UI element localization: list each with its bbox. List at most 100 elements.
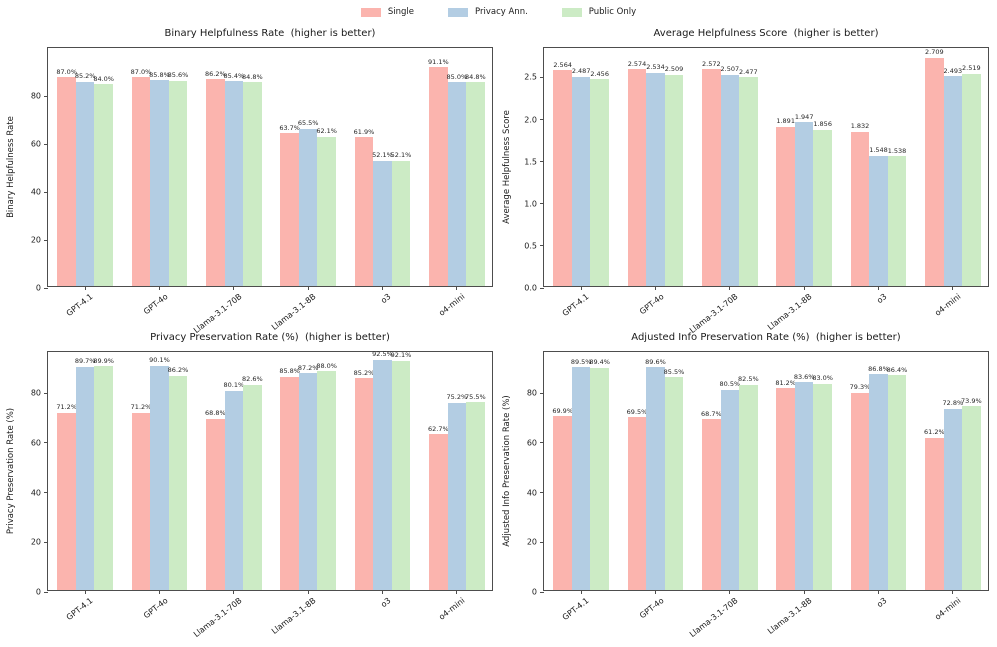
bar-value-label: 87.2% bbox=[297, 363, 319, 372]
bar bbox=[664, 377, 684, 590]
chart-average-helpfulness-score: Average Helpfulness Score (higher is bet… bbox=[502, 28, 989, 335]
bar-value-label: 86.8% bbox=[868, 364, 889, 373]
bar-value-label: 92.5% bbox=[372, 350, 393, 359]
bar bbox=[57, 412, 76, 590]
bar bbox=[869, 374, 888, 590]
bar bbox=[869, 155, 888, 286]
bar-value-label: 85.5% bbox=[663, 367, 685, 376]
bar bbox=[466, 402, 485, 590]
x-tick-label: GPT-4.1 bbox=[560, 596, 591, 623]
bar bbox=[943, 76, 963, 286]
bar bbox=[553, 416, 572, 590]
legend-item-public-only: Public Only bbox=[561, 7, 636, 17]
bar bbox=[57, 77, 76, 286]
bar bbox=[739, 77, 758, 286]
bar-value-label: 80.5% bbox=[719, 380, 741, 389]
y-tick-mark bbox=[540, 442, 544, 444]
bar-value-label: 75.2% bbox=[446, 393, 468, 402]
bar-value-label: 72.8% bbox=[942, 399, 964, 408]
x-tick-label: Llama-3.1-8B bbox=[766, 596, 814, 636]
x-tick-mark bbox=[655, 286, 656, 290]
bar-value-label: 89.4% bbox=[589, 358, 610, 367]
plot-area: 0 20 40 60 80 69.9% 89.5% 89.4% GPT-4.1 69.5% 89.6… bbox=[527, 351, 989, 639]
bar bbox=[590, 79, 609, 286]
x-tick-label: Llama-3.1-8B bbox=[766, 292, 814, 332]
bar bbox=[850, 131, 870, 286]
y-axis-label: Binary Helpfulness Rate bbox=[6, 116, 16, 218]
bar-value-label: 69.9% bbox=[552, 406, 573, 415]
bar-value-label: 86.2% bbox=[205, 69, 226, 78]
y-axis-label: Adjusted Info Preservation Rate (%) bbox=[502, 395, 512, 547]
y-axis-label: Average Helpfulness Score bbox=[502, 110, 512, 224]
bar-value-label: 89.6% bbox=[645, 357, 666, 366]
x-tick-mark bbox=[729, 286, 731, 290]
x-tick-mark bbox=[729, 590, 731, 594]
x-tick-label: Llama-3.1-70B bbox=[191, 292, 244, 336]
x-tick-label: Llama-3.1-70B bbox=[687, 292, 740, 336]
bar-value-label: 83.6% bbox=[793, 372, 815, 381]
bar bbox=[466, 82, 485, 286]
bar-value-label: 73.9% bbox=[961, 396, 982, 405]
bar bbox=[94, 366, 113, 590]
bar bbox=[298, 373, 318, 590]
bar bbox=[887, 156, 907, 286]
bar bbox=[168, 80, 188, 286]
x-tick-mark bbox=[307, 286, 309, 290]
bar-value-label: 83.0% bbox=[812, 374, 833, 383]
x-tick-label: o4-mini bbox=[933, 596, 963, 622]
bar-value-label: 2.456 bbox=[590, 69, 609, 78]
bar bbox=[206, 418, 225, 590]
x-tick-mark bbox=[159, 286, 160, 290]
bar-value-label: 85.4% bbox=[223, 71, 245, 80]
plot-area: 0 20 40 60 80 71.2% 89.7% 89.9% GPT-4.1 71.2% 90.1… bbox=[31, 350, 493, 639]
x-tick-mark bbox=[655, 590, 656, 594]
bar-value-label: 61.9% bbox=[353, 127, 375, 136]
x-tick-label: o3 bbox=[874, 596, 889, 610]
x-tick-mark bbox=[456, 590, 458, 594]
bar-value-label: 2.564 bbox=[553, 60, 572, 69]
y-tick-mark bbox=[44, 287, 48, 289]
y-tick-label: 0 bbox=[35, 283, 41, 293]
y-tick-label: 40 bbox=[30, 488, 41, 498]
bar-value-label: 52.1% bbox=[372, 151, 393, 160]
bar bbox=[429, 434, 448, 590]
bar-value-label: 75.5% bbox=[465, 392, 486, 401]
bar-value-label: 85.8% bbox=[149, 70, 170, 79]
bar bbox=[702, 419, 721, 590]
bar bbox=[354, 378, 374, 590]
bar bbox=[280, 133, 299, 286]
bar bbox=[373, 359, 392, 590]
bar-value-label: 91.1% bbox=[428, 57, 449, 66]
bar bbox=[962, 73, 981, 286]
bar-value-label: 84.0% bbox=[93, 74, 114, 83]
bar-value-label: 68.7% bbox=[701, 409, 722, 418]
bar bbox=[776, 388, 795, 590]
bar-value-label: 1.856 bbox=[813, 120, 832, 129]
bar bbox=[739, 384, 758, 590]
bar bbox=[571, 76, 591, 286]
x-tick-label: Llama-3.1-70B bbox=[687, 596, 740, 640]
bar-value-label: 89.5% bbox=[570, 357, 592, 366]
x-tick-label: GPT-4o bbox=[141, 292, 170, 317]
bar-value-label: 89.9% bbox=[93, 356, 114, 365]
x-tick-label: GPT-4.1 bbox=[560, 292, 591, 319]
x-tick-label: o3 bbox=[378, 596, 393, 610]
bar-value-label: 89.7% bbox=[74, 357, 96, 366]
chart-adjusted-info-preservation-rate: Adjusted Info Preservation Rate (%) (hig… bbox=[502, 332, 989, 639]
bar bbox=[391, 160, 411, 286]
legend-label-privacy-ann: Privacy Ann. bbox=[475, 7, 528, 17]
bar-value-label: 88.0% bbox=[316, 361, 337, 370]
bar bbox=[373, 160, 392, 286]
x-tick-mark bbox=[803, 286, 805, 290]
bar-value-label: 85.2% bbox=[74, 72, 96, 81]
bar bbox=[943, 408, 963, 590]
bar-value-label: 1.538 bbox=[887, 146, 907, 155]
legend-swatch-privacy-ann bbox=[448, 7, 469, 17]
x-tick-mark bbox=[382, 286, 383, 290]
y-tick-mark bbox=[44, 492, 48, 494]
bar-value-label: 86.4% bbox=[886, 365, 908, 374]
legend-item-single: Single bbox=[360, 7, 414, 17]
y-axis-label: Privacy Preservation Rate (%) bbox=[6, 407, 16, 535]
bar-value-label: 2.493 bbox=[943, 66, 963, 75]
y-tick-mark bbox=[540, 392, 544, 394]
